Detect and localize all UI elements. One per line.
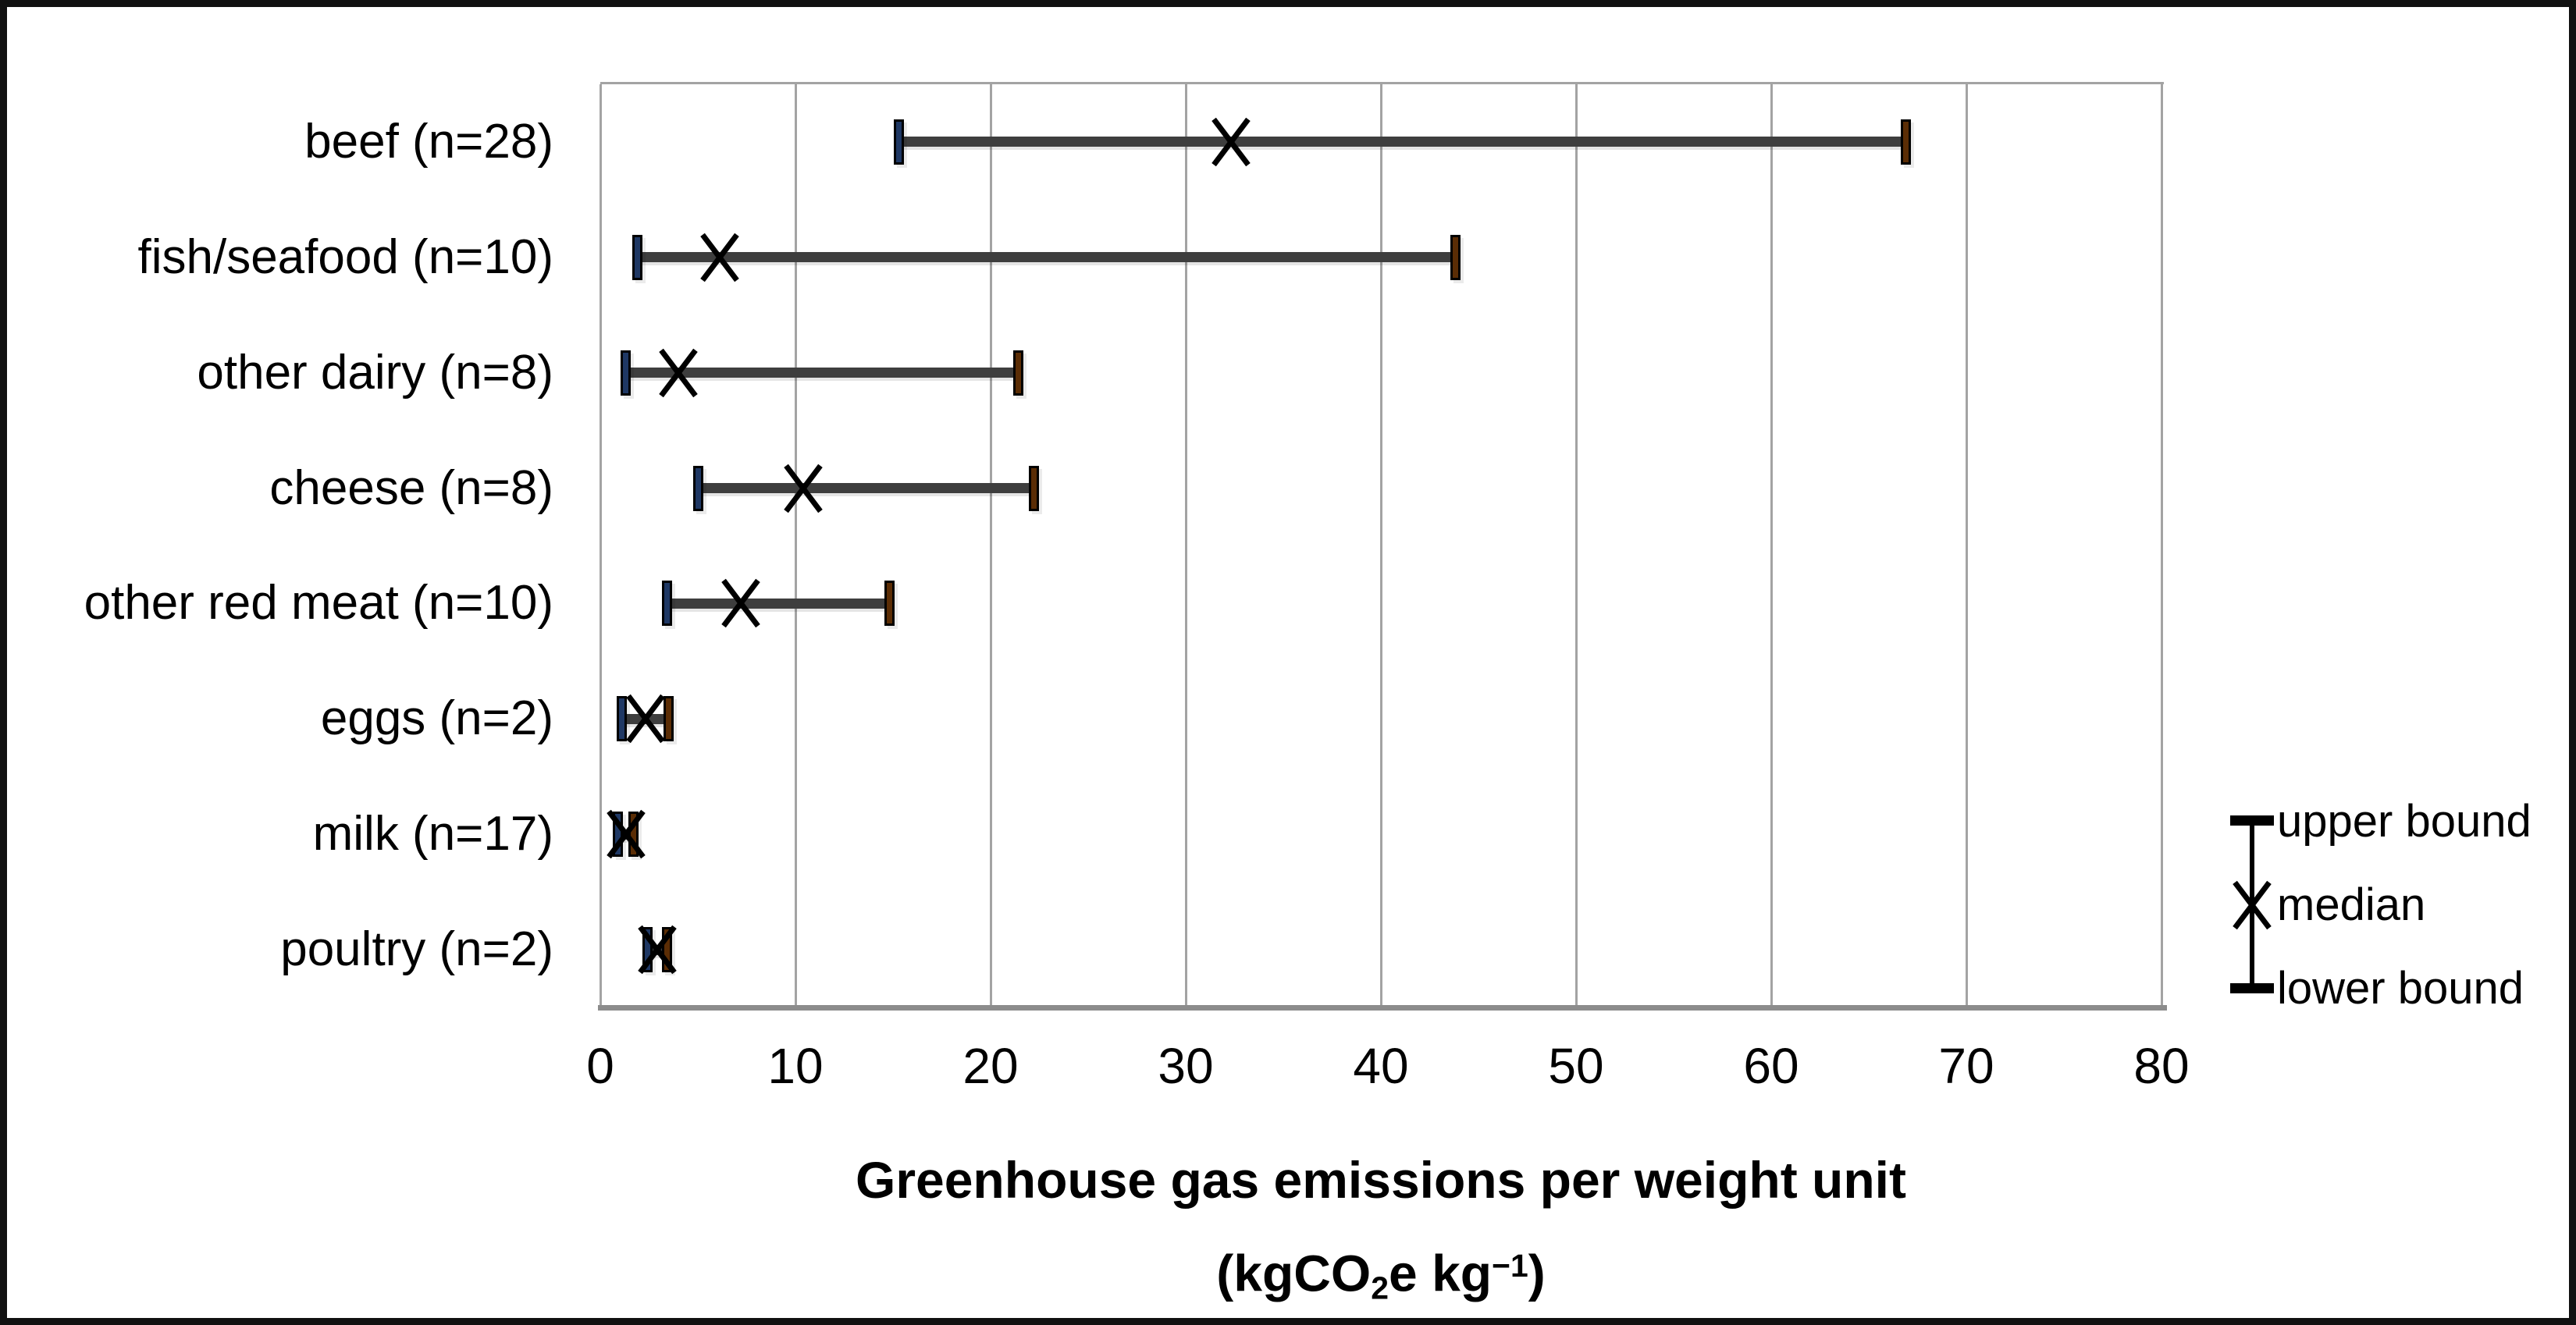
legend-median-x-icon <box>2235 883 2269 928</box>
median-x-mark-5 <box>628 696 663 741</box>
x-axis-title-segment: −1 <box>1492 1248 1528 1284</box>
category-label-4: other red meat (n=10) <box>84 576 553 631</box>
x-tick-label-30: 30 <box>1158 1038 1214 1094</box>
legend-label-upper-bound: upper bound <box>2277 796 2532 847</box>
range-bar-3 <box>698 483 1034 494</box>
category-label-5: eggs (n=2) <box>320 691 553 746</box>
range-bar-1 <box>637 252 1455 263</box>
legend-label-median: median <box>2277 879 2426 930</box>
x-axis-line <box>598 1005 2167 1011</box>
gridline-x-0 <box>599 84 602 1007</box>
x-axis-title-segment: (kgCO <box>1216 1244 1372 1302</box>
x-tick-label-50: 50 <box>1548 1038 1604 1094</box>
x-axis-title: Greenhouse gas emissions per weight unit… <box>710 1137 2052 1318</box>
x-tick-label-0: 0 <box>586 1038 614 1094</box>
range-bar-0 <box>898 137 1906 147</box>
legend-lower-bound-dash-icon <box>2230 983 2274 993</box>
legend-upper-bound-dash-icon <box>2230 815 2274 826</box>
gridline-x-30 <box>1184 84 1187 1007</box>
median-x-mark-2 <box>661 350 696 396</box>
range-bar-4 <box>667 598 889 609</box>
lower-bound-tick-4 <box>661 581 672 627</box>
lower-bound-tick-1 <box>632 234 642 280</box>
upper-bound-tick-5 <box>664 696 674 742</box>
lower-bound-tick-0 <box>894 119 904 165</box>
x-tick-label-10: 10 <box>767 1038 824 1094</box>
median-x-mark-7 <box>640 927 674 972</box>
x-axis-title-segment: ) <box>1528 1244 1546 1302</box>
median-x-mark-0 <box>1214 119 1248 165</box>
x-tick-label-60: 60 <box>1743 1038 1799 1094</box>
gridline-x-40 <box>1379 84 1382 1007</box>
x-axis-title-line1: Greenhouse gas emissions per weight unit <box>856 1151 1906 1209</box>
lower-bound-tick-5 <box>617 696 627 742</box>
median-x-mark-3 <box>786 466 820 511</box>
upper-bound-tick-1 <box>1450 234 1461 280</box>
gridline-x-50 <box>1574 84 1578 1007</box>
lower-bound-tick-3 <box>692 465 703 511</box>
upper-bound-tick-2 <box>1012 350 1023 396</box>
gridline-x-80 <box>2160 84 2163 1007</box>
x-tick-label-20: 20 <box>962 1038 1019 1094</box>
gridline-x-60 <box>1770 84 1773 1007</box>
median-x-mark-4 <box>724 581 758 626</box>
gridline-x-10 <box>794 84 797 1007</box>
upper-bound-tick-3 <box>1028 465 1039 511</box>
x-tick-label-70: 70 <box>1938 1038 1994 1094</box>
median-x-mark-1 <box>703 235 737 280</box>
range-bar-2 <box>625 368 1018 378</box>
legend-label-lower-bound: lower bound <box>2277 963 2524 1014</box>
x-axis-title-segment: e kg <box>1389 1244 1493 1302</box>
x-tick-label-80: 80 <box>2133 1038 2190 1094</box>
category-label-0: beef (n=28) <box>304 114 553 169</box>
x-tick-label-40: 40 <box>1353 1038 1409 1094</box>
median-x-mark-6 <box>609 812 643 857</box>
lower-bound-tick-2 <box>621 350 631 396</box>
x-axis-title-segment: 2 <box>1371 1270 1389 1306</box>
x-axis-title-line2: (kgCO2e kg−1) <box>710 1223 2052 1318</box>
upper-bound-tick-4 <box>884 581 895 627</box>
category-label-3: cheese (n=8) <box>269 460 553 515</box>
gridline-x-70 <box>1965 84 1968 1007</box>
category-label-7: poultry (n=2) <box>280 922 553 977</box>
category-label-6: milk (n=17) <box>312 807 553 861</box>
category-label-2: other dairy (n=8) <box>197 345 553 400</box>
plot-area <box>599 84 2163 1007</box>
plot-top-border <box>600 82 2164 84</box>
upper-bound-tick-0 <box>1901 119 1911 165</box>
gridline-x-20 <box>989 84 992 1007</box>
category-label-1: fish/seafood (n=10) <box>137 229 553 284</box>
